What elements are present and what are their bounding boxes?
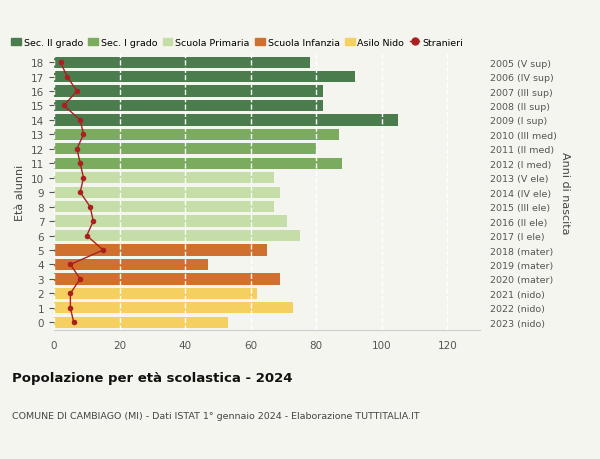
Bar <box>54 129 339 141</box>
Bar <box>54 259 208 270</box>
Bar <box>54 216 287 227</box>
Bar <box>54 302 293 314</box>
Bar <box>54 173 274 184</box>
Bar <box>54 245 267 256</box>
Text: COMUNE DI CAMBIAGO (MI) - Dati ISTAT 1° gennaio 2024 - Elaborazione TUTTITALIA.I: COMUNE DI CAMBIAGO (MI) - Dati ISTAT 1° … <box>12 411 419 420</box>
Legend: Sec. II grado, Sec. I grado, Scuola Primaria, Scuola Infanzia, Asilo Nido, Stran: Sec. II grado, Sec. I grado, Scuola Prim… <box>11 39 463 48</box>
Bar <box>54 86 323 97</box>
Bar <box>54 144 316 155</box>
Bar <box>54 72 355 83</box>
Bar <box>54 101 323 112</box>
Bar <box>54 187 280 198</box>
Bar <box>54 202 274 213</box>
Bar <box>54 158 343 169</box>
Text: Popolazione per età scolastica - 2024: Popolazione per età scolastica - 2024 <box>12 371 293 384</box>
Y-axis label: Età alunni: Età alunni <box>16 165 25 221</box>
Bar <box>54 230 300 241</box>
Bar <box>54 317 227 328</box>
Bar <box>54 57 310 69</box>
Y-axis label: Anni di nascita: Anni di nascita <box>560 151 571 234</box>
Bar <box>54 274 280 285</box>
Bar <box>54 288 257 299</box>
Bar <box>54 115 398 126</box>
